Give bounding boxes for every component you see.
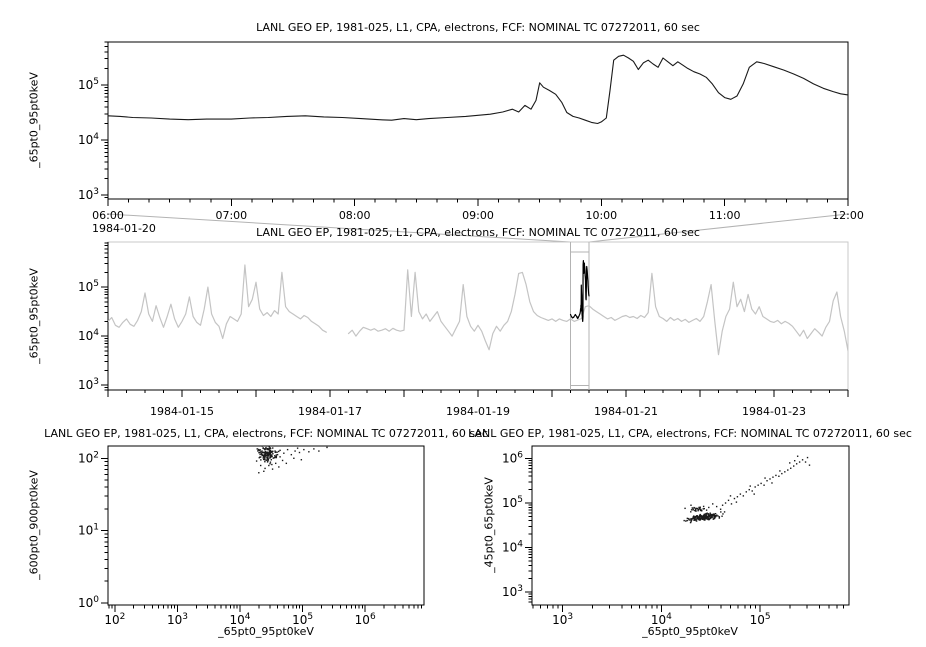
panel2-y-axis[interactable]: 103 104 105 (78, 242, 108, 392)
svg-text:104: 104 (78, 328, 99, 343)
svg-text:105: 105 (502, 495, 523, 510)
svg-text:100: 100 (78, 595, 99, 610)
panel2-y-axis-label: _65pt0_95pt0keV (27, 268, 41, 364)
panel2-context-series (108, 264, 848, 356)
svg-text:1984-01-17: 1984-01-17 (298, 405, 362, 418)
panel1-y-axis-label: _65pt0_95pt0keV (27, 72, 41, 168)
panel3-x-axis-label: _65pt0_95pt0keV (218, 625, 314, 638)
svg-text:103: 103 (552, 612, 573, 627)
panel4-x-axis[interactable]: 103 104 105 (532, 605, 845, 627)
panel1-title: LANL GEO EP, 1981-025, L1, CPA, electron… (256, 21, 700, 34)
svg-text:106: 106 (355, 612, 376, 627)
svg-text:1984-01-19: 1984-01-19 (446, 405, 510, 418)
svg-text:1984-01-23: 1984-01-23 (742, 405, 806, 418)
svg-text:07:00: 07:00 (215, 209, 247, 222)
svg-text:105: 105 (78, 77, 99, 92)
panel1-series (108, 54, 848, 125)
svg-text:104: 104 (78, 132, 99, 147)
svg-text:102: 102 (104, 612, 125, 627)
panel1-x-context-date: 1984-01-20 (92, 222, 156, 235)
svg-text:09:00: 09:00 (462, 209, 494, 222)
svg-text:102: 102 (78, 450, 99, 465)
zoom-context-connectors (107, 213, 849, 243)
svg-text:103: 103 (78, 187, 99, 202)
panel2-title: LANL GEO EP, 1981-025, L1, CPA, electron… (256, 226, 700, 239)
zoom-selection-box[interactable] (570, 242, 590, 390)
svg-text:08:00: 08:00 (339, 209, 371, 222)
panel2-highlight-series (569, 260, 590, 322)
panel4-y-axis-label: _45pt0_65pt0keV (482, 477, 496, 573)
panel3-scatter (255, 446, 328, 474)
svg-text:101: 101 (78, 523, 99, 538)
svg-text:103: 103 (167, 612, 188, 627)
svg-text:11:00: 11:00 (709, 209, 741, 222)
svg-text:10:00: 10:00 (585, 209, 617, 222)
svg-text:104: 104 (502, 540, 523, 555)
panel3-y-axis[interactable]: 100 101 102 (78, 450, 108, 610)
svg-text:1984-01-15: 1984-01-15 (150, 405, 214, 418)
svg-text:103: 103 (502, 584, 523, 599)
svg-text:105: 105 (78, 279, 99, 294)
svg-text:103: 103 (78, 377, 99, 392)
svg-text:105: 105 (750, 612, 771, 627)
panel4-x-axis-label: _65pt0_95pt0keV (642, 625, 738, 638)
svg-text:06:00: 06:00 (92, 209, 124, 222)
panel1-plot[interactable]: 103 104 105 06:00 07:00 08:00 09:00 10:00 11:00 1… (78, 41, 864, 222)
panel1-x-axis[interactable]: 06:00 07:00 08:00 09:00 10:00 11:00 12:00 (92, 199, 864, 222)
panel4-title: LANL GEO EP, 1981-025, L1, CPA, electron… (468, 427, 912, 440)
svg-text:1984-01-21: 1984-01-21 (594, 405, 658, 418)
panel2-x-axis[interactable]: 1984-01-15 1984-01-17 1984-01-19 1984-01-21… (107, 390, 849, 418)
panel4-scatter (683, 455, 811, 524)
panel4-y-axis[interactable]: 103 104 105 106 (502, 450, 532, 603)
svg-text:106: 106 (502, 450, 523, 465)
panel3-y-axis-label: _600pt0_900pt0keV (27, 470, 41, 580)
panel3-x-axis[interactable]: 102 103 104 105 106 (104, 605, 423, 627)
svg-text:12:00: 12:00 (832, 209, 864, 222)
panel1-y-axis[interactable]: 103 104 105 (78, 41, 108, 202)
panel3-title: LANL GEO EP, 1981-025, L1, CPA, electron… (44, 427, 488, 440)
